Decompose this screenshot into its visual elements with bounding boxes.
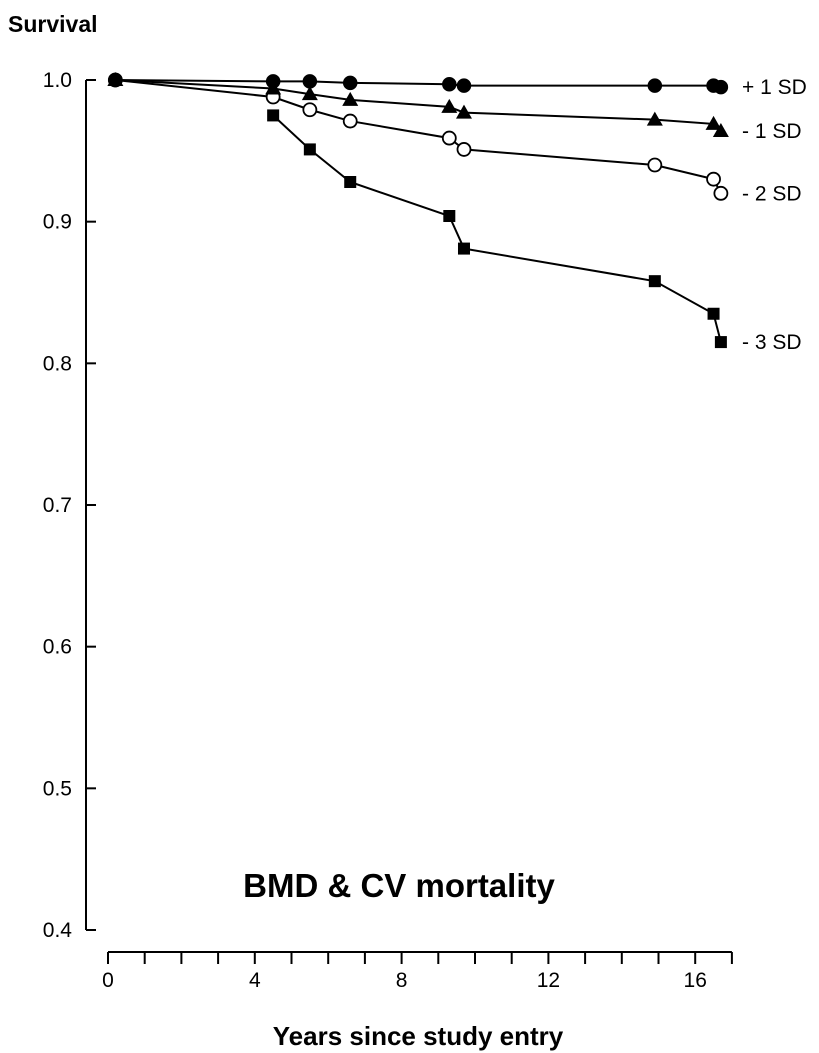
data-point (648, 275, 661, 288)
series-filled-circle (108, 72, 729, 95)
series-filled-square (267, 109, 727, 349)
data-point (647, 78, 663, 93)
series-label: - 1 SD (742, 120, 802, 143)
series-filled-triangle (107, 72, 729, 137)
x-tick-label: 0 (102, 969, 114, 992)
y-axis-ticks: 0.4 0.5 0.6 0.7 0.8 0.9 1.0 (43, 69, 96, 942)
data-point (705, 115, 722, 130)
data-point (265, 74, 281, 89)
data-point (302, 74, 318, 89)
series-label: + 1 SD (742, 76, 807, 99)
x-tick-label: 8 (396, 969, 408, 992)
data-point (441, 98, 458, 113)
data-point (301, 86, 318, 101)
series-label: - 2 SD (742, 182, 802, 205)
data-point (441, 130, 457, 146)
data-point (344, 176, 357, 188)
y-tick-label: 0.6 (43, 636, 72, 659)
series-line (115, 79, 722, 89)
data-point (457, 242, 470, 255)
y-tick-label: 1.0 (43, 69, 72, 92)
y-axis-title: Survival (8, 11, 98, 37)
x-tick-label: 4 (249, 969, 261, 992)
y-tick-label: 0.8 (43, 352, 72, 375)
data-point (713, 185, 729, 201)
data-point (342, 75, 358, 91)
data-point (456, 142, 472, 157)
y-tick-label: 0.4 (43, 919, 73, 942)
data-point (712, 123, 729, 137)
x-axis-ticks: 0 4 8 12 16 (102, 952, 733, 992)
data-point (713, 79, 729, 95)
data-point (303, 143, 316, 156)
data-point (443, 210, 456, 222)
x-tick-label: 12 (537, 969, 560, 992)
data-point (267, 109, 280, 122)
data-point (108, 72, 123, 88)
data-point (707, 307, 720, 320)
series-group (107, 72, 729, 349)
data-point (302, 102, 318, 118)
data-point (455, 104, 472, 119)
data-point (342, 91, 359, 106)
series-line (272, 114, 722, 343)
series-open-circle (107, 72, 729, 201)
data-point (706, 171, 721, 187)
series-line (115, 79, 722, 194)
series-labels: + 1 SD - 1 SD - 2 SD - 3 SD (742, 76, 807, 354)
data-point (342, 113, 358, 129)
data-point (456, 78, 472, 93)
y-tick-label: 0.7 (43, 494, 72, 517)
y-tick-label: 0.9 (43, 211, 72, 234)
y-tick-label: 0.5 (43, 777, 72, 800)
data-point (646, 111, 663, 126)
data-point (442, 77, 457, 92)
x-tick-label: 16 (684, 969, 707, 992)
series-label: - 3 SD (742, 331, 802, 354)
x-axis-title: Years since study entry (273, 1021, 564, 1051)
series-line (115, 79, 722, 132)
chart-title: BMD & CV mortality (243, 867, 555, 904)
axes (85, 80, 732, 953)
data-point (714, 336, 727, 349)
data-point (647, 157, 663, 173)
